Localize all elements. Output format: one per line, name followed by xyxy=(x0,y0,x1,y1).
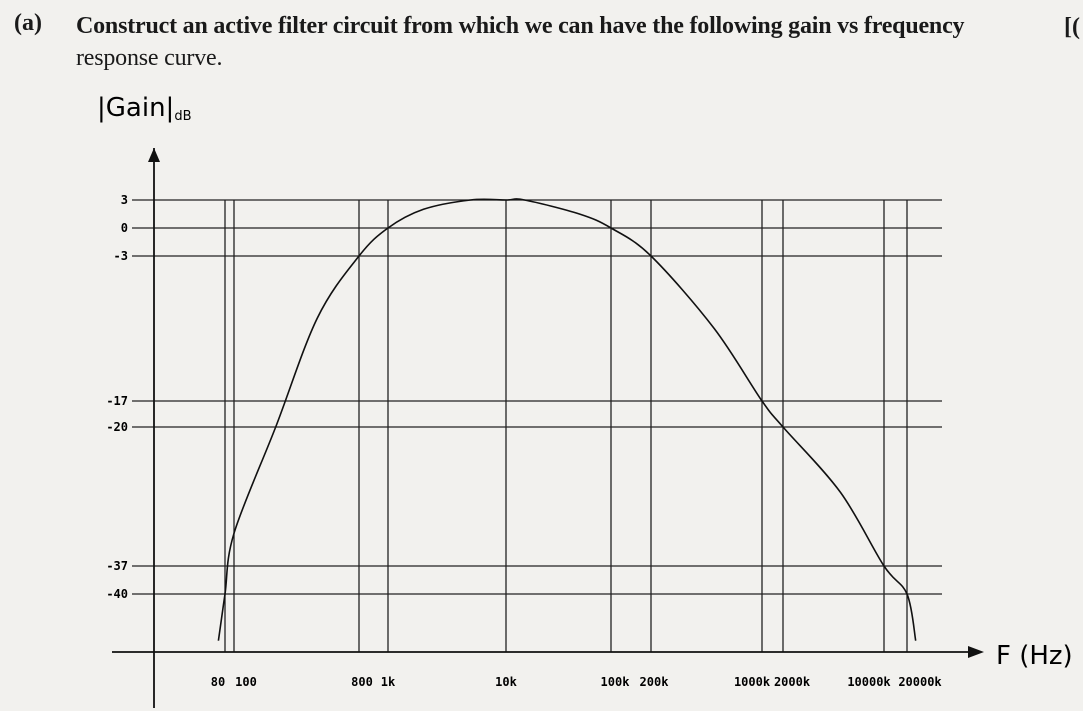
question-text: Construct an active filter circuit from … xyxy=(76,10,1066,74)
tick-labels: 3 0 -3 -17 -20 -37 -40 80 100 800 1k 10k 100k 200k 100… xyxy=(106,193,942,689)
grid-layer xyxy=(132,199,942,652)
y-tick-label: -3 xyxy=(114,249,128,263)
question-label: (a) xyxy=(14,10,42,36)
x-axis-title: F (Hz) xyxy=(996,641,1073,671)
y-axis-title: |Gain|dB xyxy=(97,93,191,124)
x-tick-label: 2000k xyxy=(774,675,811,689)
x-tick-label: 10000k xyxy=(847,675,891,689)
x-tick-label: 80 xyxy=(211,675,225,689)
x-tick-label: 10k xyxy=(495,675,517,689)
x-tick-label: 800 xyxy=(351,675,373,689)
x-tick-label: 200k xyxy=(640,675,670,689)
y-tick-label: -37 xyxy=(106,559,128,573)
x-tick-label: 100k xyxy=(601,675,631,689)
x-tick-label: 1k xyxy=(381,675,396,689)
x-tick-label: 20000k xyxy=(898,675,942,689)
gain-response-curve xyxy=(217,198,917,641)
y-tick-label: -20 xyxy=(106,420,128,434)
question-text-line1: Construct an active filter circuit from … xyxy=(76,13,965,39)
question-text-line2: response curve. xyxy=(76,45,223,71)
y-tick-label: 3 xyxy=(121,193,128,207)
y-tick-label: -40 xyxy=(106,587,128,601)
y-tick-label: -17 xyxy=(106,394,128,408)
response-curve-layer xyxy=(217,198,917,641)
x-axis-arrow xyxy=(968,646,984,658)
x-tick-label: 1000k xyxy=(734,675,771,689)
y-axis-arrow xyxy=(148,148,160,162)
axes-layer xyxy=(112,148,984,708)
y-tick-label: 0 xyxy=(121,221,128,235)
x-tick-label: 100 xyxy=(235,675,257,689)
marks-fragment: [( xyxy=(1064,14,1080,40)
